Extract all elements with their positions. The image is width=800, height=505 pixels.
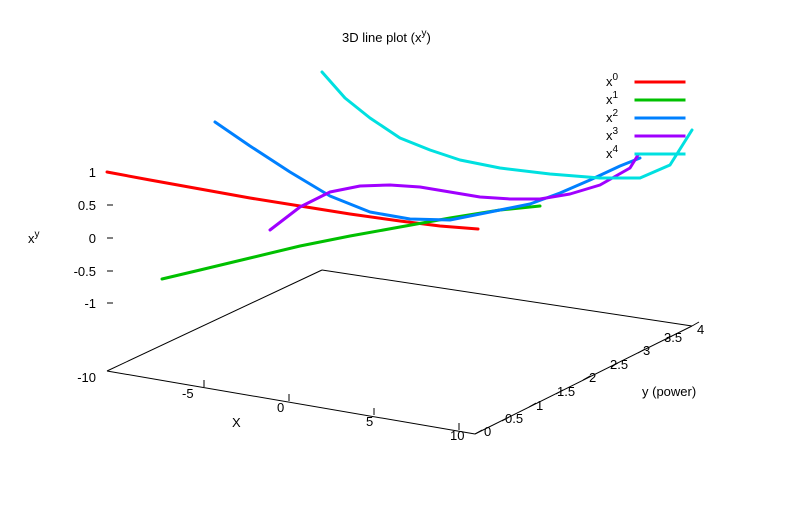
y-tick-mark [664,335,673,341]
y-ticks: 0 0.5 1 1.5 2 2.5 3 3.5 4 [474,321,704,439]
y-tick-mark [528,402,537,408]
chart-title-tail: ) [426,30,430,45]
z-tick-label: 1 [89,165,96,180]
series-line-x1 [160,204,542,281]
z-axis-label-sup: y [35,229,40,240]
y-tick-mark [582,375,591,381]
z-tick-label: 0.5 [78,198,96,213]
legend-label-main: x [606,146,613,161]
y-tick-mark [474,429,483,435]
x-tick-label: 10 [450,428,464,443]
y-tick-mark [691,321,700,327]
z-base-tick-label: -10 [77,370,96,385]
z-axis-label: xy [28,229,40,246]
z-tick-label: -1 [84,296,96,311]
legend-label: x4 [606,144,619,161]
legend-label-main: x [606,92,613,107]
legend-label-sup: 3 [613,126,619,137]
y-tick-label: 0 [484,424,491,439]
legend-label-sup: 2 [613,108,619,119]
z-tick-label: 0 [89,231,96,246]
x-axis-line [106,370,476,435]
x-axis-label: X [232,415,241,430]
y-tick-label: 2.5 [610,357,628,372]
legend-label-sup: 1 [613,90,619,101]
x-ticks: -5 0 5 10 [182,380,464,443]
legend-label: x2 [606,108,619,125]
y-tick-label: 3.5 [664,330,682,345]
y-tick-label: 3 [643,343,650,358]
y-tick-label: 2 [589,370,596,385]
y-tick-mark [610,362,619,368]
y-tick-label: 1 [536,398,543,413]
legend-label-sup: 0 [613,72,619,83]
y-tick-label: 4 [697,322,704,337]
z-ticks: 1 0.5 0 -0.5 -1 [74,165,113,311]
legend-label-main: x [606,128,613,143]
back-x-axis-line [321,269,693,327]
chart-title-sup: y [421,28,426,39]
z-axis-label-main: x [28,231,35,246]
legend-label: x3 [606,126,619,143]
legend-label: x1 [606,90,619,107]
chart-title-main: 3D line plot (x [342,30,422,45]
y-tick-label: 0.5 [505,411,523,426]
y-tick-mark [637,348,646,354]
y-tick-mark [501,416,510,422]
y-tick-label: 1.5 [557,384,575,399]
chart-title: 3D line plot (xy) [342,28,431,45]
legend-label-main: x [606,74,613,89]
y-tick-mark [555,389,564,395]
y-axis-label: y (power) [642,384,696,399]
legend-label-sup: 4 [613,144,619,155]
series-line-x2 [213,120,642,222]
x-tick-label: 5 [366,414,373,429]
z-tick-label: -0.5 [74,264,96,279]
x-tick-label: -5 [182,386,194,401]
legend-label-main: x [606,110,613,125]
x-tick-label: 0 [277,400,284,415]
series-line-x4 [320,70,694,180]
back-y-axis-line [106,269,323,372]
series-layer [105,70,694,281]
legend-label: x0 [606,72,619,89]
series-line-x3 [268,153,640,232]
